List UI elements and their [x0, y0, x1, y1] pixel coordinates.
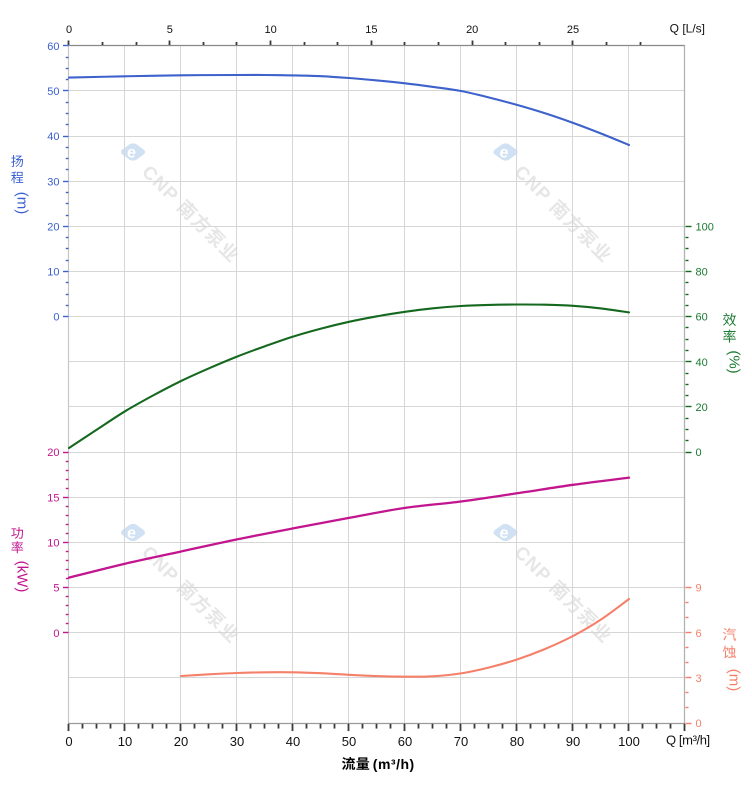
svg-text:40: 40 — [286, 734, 300, 749]
svg-text:10: 10 — [118, 734, 132, 749]
svg-text:60: 60 — [398, 734, 412, 749]
svg-text:50: 50 — [342, 734, 356, 749]
svg-text:6: 6 — [696, 628, 702, 640]
svg-text:10: 10 — [47, 267, 59, 279]
svg-text:0: 0 — [65, 734, 72, 749]
svg-text:60: 60 — [696, 312, 708, 324]
svg-text:20: 20 — [174, 734, 188, 749]
svg-text:30: 30 — [47, 176, 59, 188]
svg-text:70: 70 — [454, 734, 468, 749]
svg-text:40: 40 — [696, 357, 708, 369]
svg-text:25: 25 — [567, 24, 579, 36]
svg-text:50: 50 — [47, 86, 59, 98]
svg-text:20: 20 — [466, 24, 478, 36]
svg-text:15: 15 — [365, 24, 377, 36]
svg-text:(kW): (kW) — [13, 561, 30, 593]
svg-text:(m): (m) — [13, 192, 30, 215]
svg-text:40: 40 — [47, 131, 59, 143]
svg-text:9: 9 — [696, 583, 702, 595]
svg-text:e: e — [498, 144, 509, 162]
svg-text:Q [L/s]: Q [L/s] — [670, 21, 705, 35]
svg-text:(m): (m) — [726, 669, 743, 692]
svg-text:Q [m³/h]: Q [m³/h] — [666, 733, 710, 748]
svg-text:0: 0 — [696, 718, 702, 730]
svg-text:(%): (%) — [726, 350, 743, 373]
svg-text:20: 20 — [47, 221, 59, 233]
svg-text:0: 0 — [696, 447, 702, 459]
svg-text:10: 10 — [47, 537, 59, 549]
svg-text:e: e — [126, 524, 137, 542]
svg-text:0: 0 — [53, 628, 59, 640]
svg-text:(m³/h): (m³/h) — [373, 756, 415, 772]
svg-text:100: 100 — [696, 221, 714, 233]
svg-text:15: 15 — [47, 492, 59, 504]
svg-text:90: 90 — [566, 734, 580, 749]
svg-text:5: 5 — [53, 583, 59, 595]
svg-text:5: 5 — [167, 24, 173, 36]
svg-text:0: 0 — [53, 312, 59, 324]
svg-text:10: 10 — [264, 24, 276, 36]
svg-text:e: e — [498, 524, 509, 542]
svg-text:80: 80 — [696, 267, 708, 279]
svg-text:0: 0 — [66, 24, 72, 36]
svg-text:30: 30 — [230, 734, 244, 749]
svg-text:60: 60 — [47, 41, 59, 53]
svg-text:100: 100 — [618, 734, 640, 749]
svg-text:20: 20 — [696, 402, 708, 414]
svg-text:3: 3 — [696, 673, 702, 685]
svg-text:80: 80 — [510, 734, 524, 749]
svg-text:e: e — [126, 144, 137, 162]
svg-text:20: 20 — [47, 447, 59, 459]
